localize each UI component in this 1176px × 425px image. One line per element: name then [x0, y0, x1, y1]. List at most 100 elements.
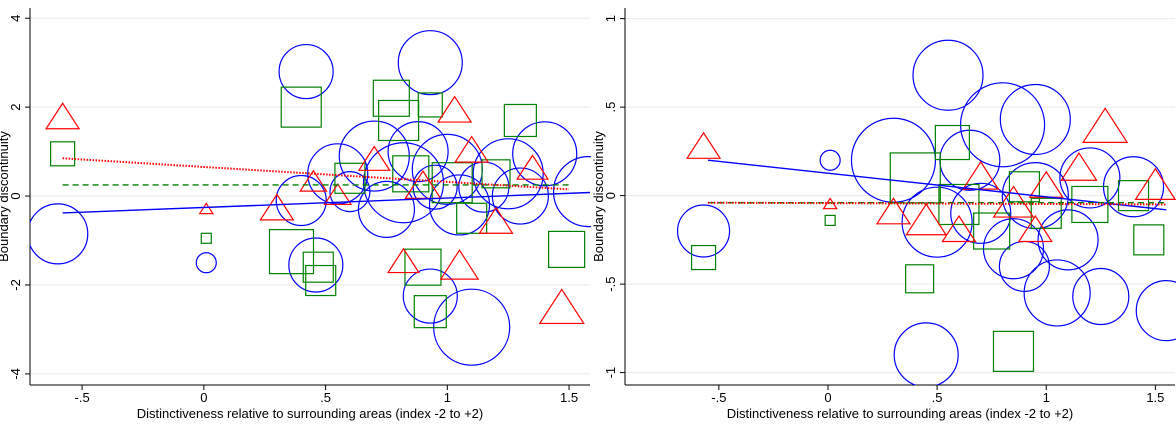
bubble-square	[905, 264, 935, 294]
y-tick-label: 2	[8, 104, 23, 111]
bubble-circle	[676, 204, 731, 258]
bubble-circle	[1072, 267, 1130, 326]
bubble-triangle	[1134, 167, 1176, 200]
bubble-triangle	[905, 203, 948, 236]
bubble-circle	[912, 39, 984, 111]
bubble-circle	[819, 149, 841, 171]
bubble-triangle	[875, 197, 912, 225]
fit-line	[707, 201, 1167, 206]
bubble-circle	[959, 82, 1046, 168]
y-tick-label: .5	[603, 102, 618, 113]
bubble-square	[934, 124, 970, 161]
bubble-circle	[1059, 147, 1121, 209]
bubble-triangle	[323, 182, 353, 206]
bubble-circle	[30, 203, 89, 265]
x-axis-label: Distinctiveness relative to surrounding …	[137, 406, 483, 421]
bubble-square	[1117, 180, 1150, 212]
fit-line	[62, 191, 591, 214]
bubble-triangle	[439, 249, 480, 280]
bubble-square	[392, 155, 430, 193]
x-tick-label: .5	[320, 390, 331, 405]
bubble-square	[413, 295, 447, 329]
bubble-square	[334, 162, 366, 194]
bubble-triangle	[478, 206, 514, 234]
y-tick-label: 1	[603, 15, 618, 22]
bubble-square	[305, 264, 337, 297]
bubble-square	[992, 330, 1035, 372]
y-axis-label: Boundary discontinuity	[0, 131, 11, 262]
bubble-circle	[397, 30, 463, 96]
x-tick-label: 1.5	[1146, 390, 1164, 405]
bubble-triangle	[1060, 151, 1098, 181]
bubble-circle	[357, 180, 416, 238]
bubble-square	[372, 79, 410, 117]
y-tick-label: -2	[8, 279, 23, 291]
bubble-triangle	[454, 135, 490, 163]
bubble-square	[456, 202, 488, 234]
bubble-square	[417, 92, 443, 118]
bubble-triangle	[259, 193, 295, 221]
bubble-square	[431, 162, 473, 204]
bubble-circle	[1102, 156, 1165, 218]
bubble-circle	[195, 252, 217, 274]
bubble-triangle	[45, 102, 81, 130]
bubble-circle	[329, 171, 371, 213]
bubble-triangle	[437, 95, 473, 123]
y-tick-label: 0	[603, 192, 618, 199]
bubble-circle	[402, 268, 458, 324]
bubble-square	[690, 244, 717, 271]
bubble-square	[481, 159, 511, 189]
bubble-triangle	[941, 214, 977, 243]
y-tick-label: -.5	[603, 277, 618, 292]
bubble-circle	[362, 142, 445, 224]
y-axis-label: Boundary discontinuity	[591, 131, 606, 262]
bubble-circle	[278, 43, 334, 100]
x-tick-label: -.5	[75, 390, 90, 405]
bubble-triangle	[822, 197, 838, 210]
bubble-triangle	[386, 247, 420, 274]
y-tick-label: 4	[8, 15, 23, 22]
bubble-square	[548, 230, 586, 269]
x-axis-label: Distinctiveness relative to surrounding …	[727, 406, 1073, 421]
bubble-circle	[1135, 280, 1176, 342]
bubble-circle	[1037, 209, 1099, 271]
bubble-circle	[288, 237, 344, 293]
x-tick-label: 1	[1043, 390, 1050, 405]
x-tick-label: 1	[444, 390, 451, 405]
bubble-square	[824, 214, 836, 226]
bubble-triangle	[1017, 214, 1053, 243]
bubble-square	[1030, 197, 1062, 229]
y-tick-label: 0	[8, 192, 23, 199]
bubble-square	[503, 103, 537, 138]
bubble-square	[973, 212, 1011, 250]
bubble-square	[378, 99, 420, 142]
bubble-circle	[428, 174, 491, 236]
bubble-triangle	[198, 202, 214, 215]
bubble-triangle	[516, 154, 550, 180]
bubble-square	[50, 141, 76, 167]
y-tick-label: -1	[603, 367, 618, 379]
x-tick-label: -.5	[711, 390, 726, 405]
bubble-circle	[472, 138, 544, 210]
bubble-circle	[999, 83, 1071, 156]
bubble-circle	[950, 182, 1012, 244]
bubble-square	[200, 232, 212, 244]
bubble-square	[404, 248, 442, 286]
x-tick-label: 0	[200, 390, 207, 405]
bubble-triangle	[299, 169, 328, 192]
x-tick-label: .5	[932, 390, 943, 405]
bubble-square	[302, 251, 334, 283]
x-tick-label: 1.5	[560, 390, 578, 405]
fit-line	[62, 157, 570, 191]
bubble-circle	[893, 322, 959, 385]
bubble-triangle	[538, 288, 585, 325]
fit-line	[707, 159, 1167, 211]
bubble-triangle	[1028, 170, 1064, 198]
bubble-circle	[307, 143, 369, 205]
bubble-square	[1008, 171, 1041, 203]
bubble-circle	[275, 174, 327, 227]
bubble-triangle	[1082, 107, 1129, 143]
bubble-circle	[901, 186, 973, 258]
bubble-square	[280, 86, 322, 128]
